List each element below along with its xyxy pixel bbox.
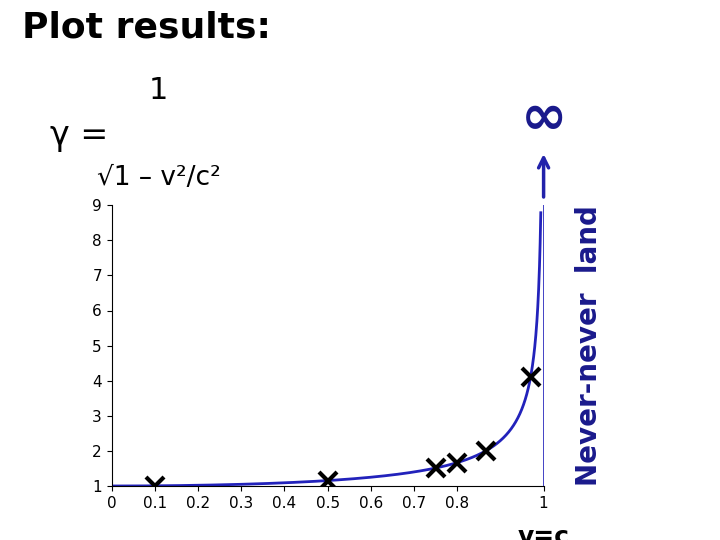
Text: γ =: γ = [50,118,109,152]
Text: v=c: v=c [518,525,570,540]
Text: √1 – v²/c²: √1 – v²/c² [96,165,220,191]
Text: 1: 1 [149,76,168,105]
Text: Plot results:: Plot results: [22,11,271,45]
Text: ∞: ∞ [521,92,567,146]
Text: Never-never  land: Never-never land [575,205,603,486]
